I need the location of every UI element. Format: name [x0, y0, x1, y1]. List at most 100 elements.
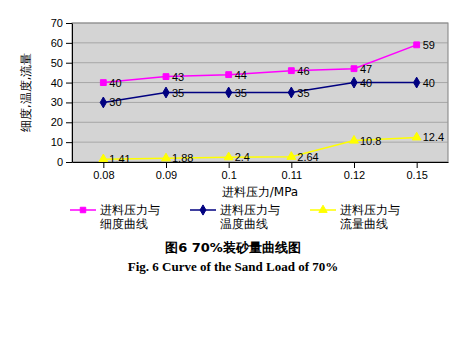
y-tick-label: 70	[51, 17, 63, 29]
y-tick-label: 40	[51, 77, 63, 89]
y-axis: 0 10 20 30 40 50 60 70	[51, 17, 73, 168]
grid-line	[72, 62, 448, 63]
marker	[414, 42, 420, 48]
x-tick: 0.1	[222, 162, 237, 181]
x-tick-label: 0.1	[222, 169, 237, 181]
x-tick: 0.15	[406, 162, 427, 181]
marker	[226, 72, 232, 78]
plot-area	[72, 23, 448, 162]
marker	[351, 77, 357, 88]
y-axis-title: 细度,温度,流量	[19, 53, 33, 133]
data-label: 2.4	[235, 151, 250, 163]
y-tick: 50	[51, 57, 72, 69]
y-tick-mark	[66, 83, 72, 84]
data-label: 43	[172, 71, 184, 83]
marker	[100, 80, 106, 86]
marker	[100, 97, 106, 108]
marker	[162, 153, 171, 161]
x-tick-mark	[417, 162, 418, 168]
x-tick-mark	[291, 162, 292, 168]
y-tick-label: 0	[57, 156, 63, 168]
marker	[414, 77, 420, 88]
y-tick-label: 30	[51, 96, 63, 108]
chart: 0 10 20 30 40 50 60 70 0.08 0.09 0.1 0.11 0.12 0.15 细度…	[0, 0, 466, 345]
marker	[288, 87, 294, 98]
x-tick: 0.12	[344, 162, 365, 181]
y-tick: 40	[51, 77, 72, 89]
marker	[351, 66, 357, 72]
legend-label: 进料压力与流量曲线	[340, 203, 400, 231]
marker	[350, 135, 359, 143]
y-axis-line	[72, 24, 73, 163]
legend-marker	[200, 205, 206, 215]
data-label: 2.64	[297, 151, 318, 163]
data-label: 35	[235, 87, 247, 99]
x-tick: 0.11	[282, 162, 303, 181]
marker	[412, 132, 421, 140]
legend: 进料压力与细度曲线 进料压力与温度曲线 进料压力与流量曲线	[70, 203, 400, 231]
y-tick-mark	[66, 43, 72, 44]
y-tick: 70	[51, 17, 72, 29]
title: 图6 70%装砂量曲线图	[165, 240, 301, 255]
marker	[163, 74, 169, 80]
x-tick-mark	[229, 162, 230, 168]
data-label: 35	[172, 87, 184, 99]
legend-label: 进料压力与细度曲线	[100, 203, 160, 231]
x-tick-mark	[103, 162, 104, 168]
y-tick-mark	[66, 102, 72, 103]
marker	[99, 154, 108, 162]
y-tick: 30	[51, 96, 72, 108]
x-tick-mark	[166, 162, 167, 168]
data-label: 35	[297, 87, 309, 99]
marker	[287, 152, 296, 160]
legend-item: 进料压力与细度曲线	[70, 203, 160, 231]
data-label: 40	[109, 77, 121, 89]
grid-line	[72, 23, 448, 24]
x-tick: 0.09	[156, 162, 177, 181]
legend-marker	[80, 207, 85, 212]
data-label: 46	[297, 65, 309, 77]
data-label: 30	[109, 96, 121, 108]
data-label: 10.8	[360, 135, 381, 147]
y-tick-mark	[66, 23, 72, 24]
data-label: 1.41	[109, 153, 130, 165]
y-tick-mark	[66, 142, 72, 143]
data-label: 12.4	[423, 131, 444, 143]
data-label: 40	[360, 77, 372, 89]
data-labels: 40 43 44 46 47 59 30 35 35 35 40 40 1.41 1.88 2.4 2.64 1…	[109, 39, 444, 165]
y-tick-label: 10	[51, 136, 63, 148]
grid-line	[72, 102, 448, 103]
grid	[72, 23, 448, 162]
x-tick-label: 0.09	[156, 169, 177, 181]
y-tick: 0	[57, 156, 72, 168]
x-tick-mark	[354, 162, 355, 168]
y-tick: 60	[51, 37, 72, 49]
grid-line	[72, 142, 448, 143]
x-tick-label: 0.08	[93, 169, 114, 181]
y-tick-label: 20	[51, 116, 63, 128]
grid-line	[72, 42, 448, 43]
y-tick-label: 50	[51, 57, 63, 69]
legend-item: 进料压力与流量曲线	[310, 203, 400, 231]
x-tick-label: 0.11	[282, 169, 303, 181]
plot-marks	[99, 42, 421, 162]
marker	[224, 152, 233, 160]
y-tick-mark	[66, 122, 72, 123]
x-tick-label: 0.15	[406, 169, 427, 181]
marker	[163, 87, 169, 98]
data-label: 59	[423, 39, 435, 51]
marker	[288, 68, 294, 74]
data-label: 47	[360, 63, 372, 75]
x-axis-title: 进料压力/MPa	[222, 185, 298, 199]
data-label: 1.88	[172, 152, 193, 164]
data-label: 44	[235, 69, 247, 81]
legend-label: 进料压力与温度曲线	[220, 203, 280, 231]
x-tick-label: 0.12	[344, 169, 365, 181]
data-label: 40	[423, 77, 435, 89]
y-tick-label: 60	[51, 37, 63, 49]
grid-line	[72, 122, 448, 123]
legend-item: 进料压力与温度曲线	[190, 203, 280, 231]
y-tick: 10	[51, 136, 72, 148]
y-tick: 20	[51, 116, 72, 128]
legend-marker	[319, 205, 327, 212]
